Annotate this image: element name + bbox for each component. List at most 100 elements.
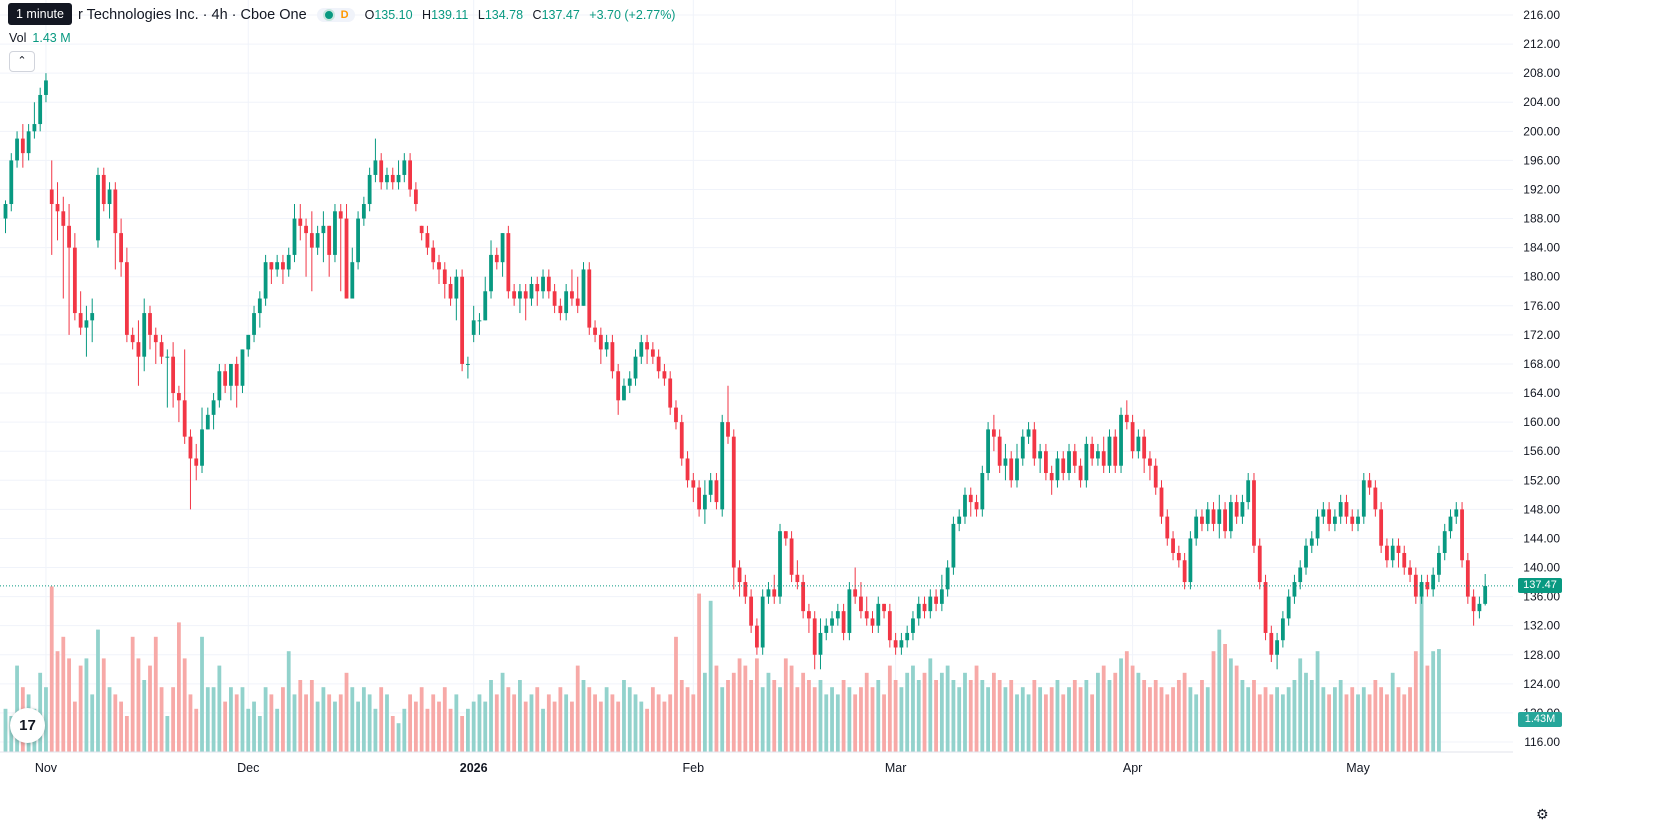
volume-bar <box>350 687 355 752</box>
volume-bar <box>257 716 262 752</box>
candle-body <box>737 567 742 583</box>
candle-body <box>1327 509 1332 524</box>
volume-bar <box>240 687 245 752</box>
volume-bar <box>419 687 424 752</box>
candle-body <box>292 218 297 255</box>
candle-body <box>743 582 748 597</box>
candle-body <box>512 291 517 299</box>
candle-body <box>344 218 349 299</box>
candle-body <box>1275 640 1279 655</box>
volume-bar <box>205 687 210 752</box>
volume-bar <box>338 694 343 752</box>
candle-body <box>1072 451 1077 466</box>
tradingview-logo-icon[interactable]: 17 <box>10 708 45 743</box>
candle-body <box>662 371 667 379</box>
volume-bar <box>697 593 701 752</box>
volume-bar <box>899 687 904 752</box>
volume-bar <box>714 665 719 752</box>
candle-body <box>841 611 846 633</box>
volume-bar <box>818 680 823 752</box>
candle-body <box>899 640 904 648</box>
volume-bar <box>934 680 938 752</box>
candle-body <box>853 589 858 597</box>
volume-bar <box>535 687 540 752</box>
settings-gear-icon[interactable]: ⚙ <box>1536 806 1549 822</box>
volume-bar <box>922 672 927 752</box>
candle-body <box>1084 443 1089 481</box>
volume-bar <box>1153 680 1158 752</box>
candle-body <box>1205 509 1210 524</box>
candle-body <box>182 400 187 437</box>
candle-body <box>1437 552 1441 575</box>
candle-body <box>1315 516 1320 539</box>
volume-bar <box>223 701 228 752</box>
volume-bar <box>1159 687 1164 752</box>
volume-bar <box>575 665 580 752</box>
candle-body <box>1413 574 1418 597</box>
candle-body <box>477 320 482 322</box>
volume-bar <box>968 680 973 752</box>
delayed-badge: D <box>340 9 349 21</box>
symbol-title[interactable]: r Technologies Inc. · 4h · Cboe One <box>78 7 307 23</box>
candle-body <box>870 618 875 626</box>
volume-bar <box>876 680 881 752</box>
candle-body <box>1038 451 1043 459</box>
volume-bar <box>437 701 441 752</box>
y-tick-label: 212.00 <box>1523 37 1560 51</box>
collapse-legend-button[interactable]: ⌃ <box>9 51 35 72</box>
candle-body <box>200 429 204 466</box>
volume-bar <box>945 665 950 752</box>
high-value: 139.11 <box>431 8 469 22</box>
y-tick-label: 136.00 <box>1523 590 1560 604</box>
volume-bar <box>685 687 690 752</box>
candle-body <box>148 313 152 335</box>
volume-bar <box>477 694 482 752</box>
candle-body <box>298 218 303 226</box>
symbol-legend[interactable]: r Technologies Inc. · 4h · Cboe One D O1… <box>8 7 675 23</box>
candle-body <box>1136 436 1141 452</box>
volume-bar <box>928 658 933 752</box>
volume-bar <box>1350 687 1355 752</box>
volume-bar <box>217 665 222 752</box>
candle-body <box>402 160 407 175</box>
volume-bar <box>864 672 869 752</box>
volume-bar <box>1200 680 1204 752</box>
volume-bar <box>44 687 48 752</box>
volume-bar <box>755 658 759 752</box>
candle-body <box>1454 509 1459 517</box>
candle-body <box>674 407 678 423</box>
volume-bar <box>194 708 199 752</box>
candle-body <box>882 603 886 612</box>
volume-bar <box>587 687 592 752</box>
volume-bar <box>96 629 100 752</box>
y-tick-label: 204.00 <box>1523 95 1560 109</box>
market-status[interactable]: D <box>316 8 355 22</box>
candle-body <box>373 160 378 175</box>
volume-bar <box>1321 687 1326 752</box>
interval-tooltip: 1 minute <box>8 3 72 25</box>
volume-legend[interactable]: Vol 1.43 M <box>9 31 71 45</box>
candle-body <box>945 567 950 590</box>
volume-bar <box>991 672 996 752</box>
volume-bar <box>795 687 800 752</box>
candle-body <box>570 291 574 299</box>
candle-body <box>257 298 262 314</box>
volume-bar <box>442 687 447 752</box>
y-tick-label: 184.00 <box>1523 241 1560 255</box>
volume-bar <box>107 687 112 752</box>
volume-bar <box>939 672 944 752</box>
candle-body <box>1026 429 1031 437</box>
volume-bar <box>835 694 840 752</box>
volume-bar <box>1142 680 1147 752</box>
volume-bar <box>55 651 60 752</box>
volume-bar <box>622 680 626 752</box>
candle-body <box>1113 436 1118 466</box>
candle-body <box>766 589 771 597</box>
candle-body <box>454 276 459 299</box>
volume-bar <box>211 687 216 752</box>
change-value: +3.70 (+2.77%) <box>589 8 676 22</box>
volume-bar <box>361 687 366 752</box>
candle-body <box>1269 632 1274 655</box>
candle-body <box>142 313 147 357</box>
